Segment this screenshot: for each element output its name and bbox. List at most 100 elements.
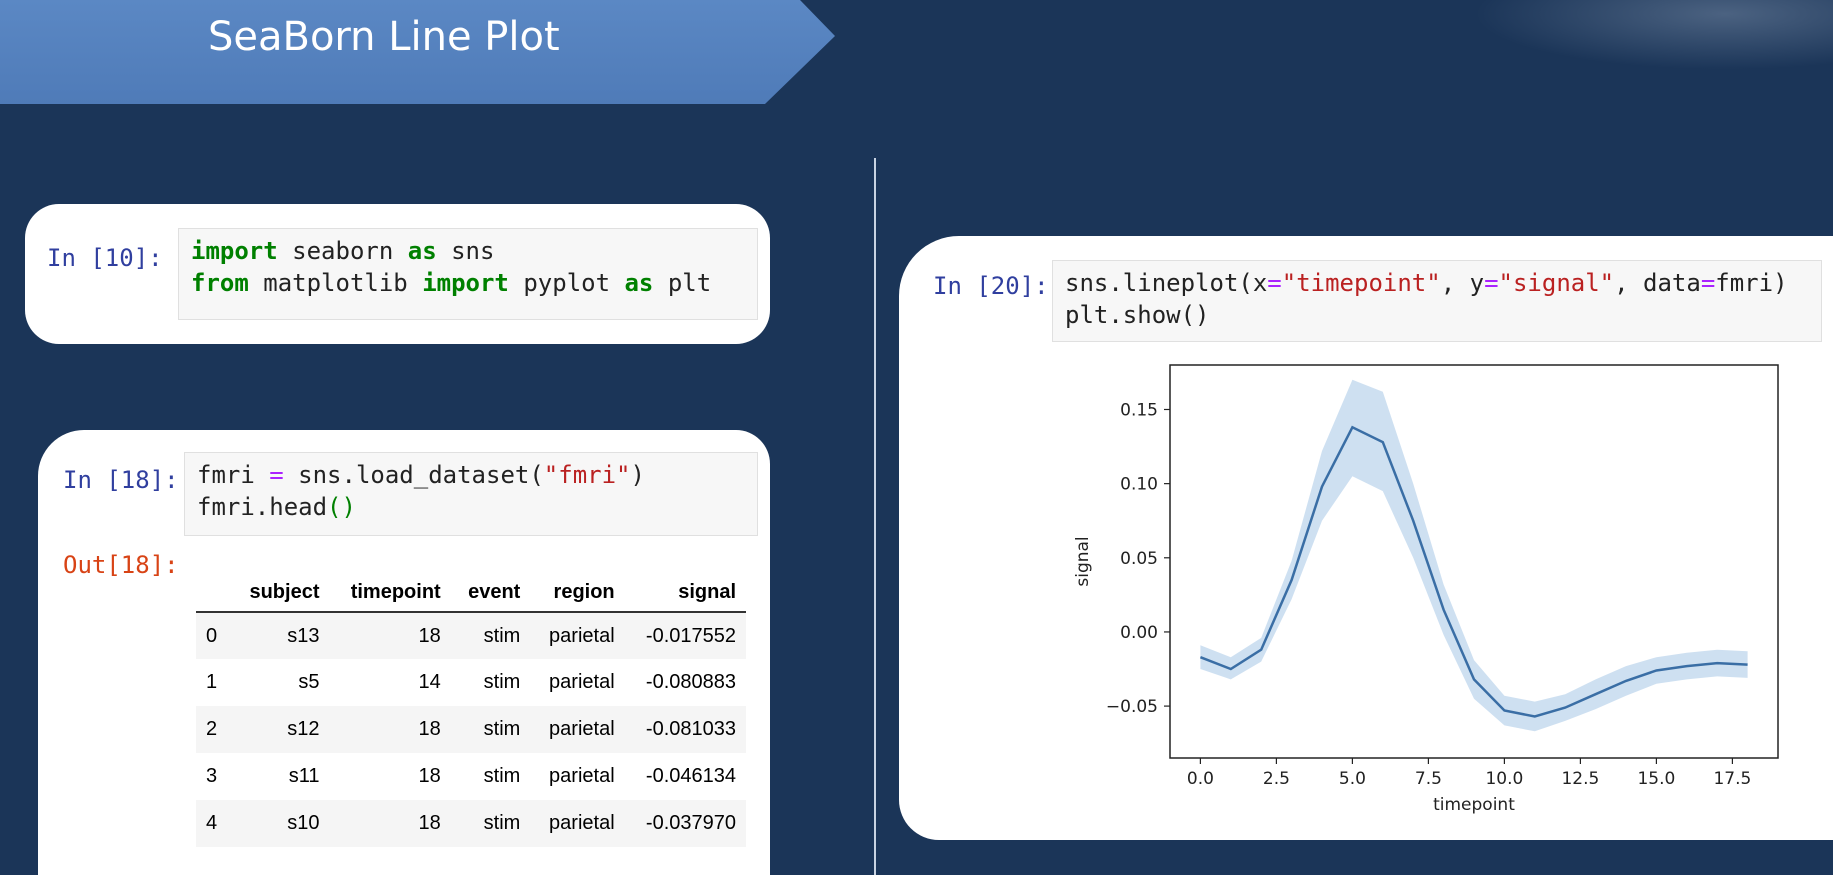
- slide-title: SeaBorn Line Plot: [208, 14, 560, 60]
- table-cell: -0.081033: [645, 718, 736, 740]
- table-row: 2 s12 18 stim parietal -0.081033: [196, 706, 746, 753]
- x-tick-label: 10.0: [1485, 769, 1523, 789]
- table-cell: s11: [288, 765, 320, 787]
- y-tick-label: 0.05: [1120, 549, 1158, 569]
- table-cell: stim: [483, 765, 521, 787]
- cell18-line1: fmri = sns.load_dataset("fmri"): [197, 459, 745, 491]
- code-text: , y: [1440, 269, 1485, 297]
- table-row: 4 s10 18 stim parietal -0.037970: [196, 800, 746, 847]
- code-text: matplotlib: [248, 269, 423, 297]
- table-cell: stim: [483, 671, 521, 693]
- code-text: ): [630, 461, 645, 489]
- kw-as: as: [407, 237, 437, 265]
- cell18-input[interactable]: fmri = sns.load_dataset("fmri") fmri.hea…: [184, 452, 758, 536]
- table-header-row: subject timepoint event region signal: [196, 574, 746, 612]
- signal-line: [1199, 425, 1748, 718]
- table-cell: 18: [418, 624, 441, 647]
- confidence-band: [1200, 379, 1748, 732]
- code-paren: (): [327, 493, 356, 521]
- table-cell: s10: [287, 812, 320, 834]
- cell10-in-prompt: In [10]:: [47, 244, 163, 272]
- table-cell: 18: [418, 718, 441, 740]
- column-header: timepoint: [350, 581, 441, 603]
- code-text: pyplot: [508, 269, 625, 297]
- table-cell: parietal: [549, 718, 615, 740]
- column-header: region: [553, 581, 615, 603]
- table-cell: s5: [298, 671, 320, 693]
- table-cell: 0: [206, 624, 218, 647]
- x-tick-label: 7.5: [1415, 769, 1442, 789]
- table-cell: -0.080883: [645, 671, 736, 693]
- column-header: event: [468, 581, 521, 603]
- y-tick-label: 0.00: [1120, 623, 1158, 643]
- table-row: 0 s13 18 stim parietal -0.017552: [196, 612, 746, 659]
- cell18-out-prompt: Out[18]:: [63, 551, 179, 579]
- cell20-in-prompt: In [20]:: [933, 272, 1049, 300]
- table-cell: -0.046134: [645, 765, 736, 787]
- table-cell: s13: [287, 624, 320, 647]
- table-cell: 3: [206, 765, 218, 787]
- table-cell: parietal: [549, 671, 615, 693]
- code-operator: =: [1700, 269, 1716, 297]
- cell10-line2: from matplotlib import pyplot as plt: [191, 267, 745, 299]
- table-cell: 2: [206, 718, 218, 740]
- code-operator: =: [1484, 269, 1499, 297]
- table-cell: stim: [483, 718, 521, 740]
- y-tick-label: −0.05: [1106, 697, 1158, 717]
- table-cell: -0.037970: [645, 812, 736, 834]
- cell20-input[interactable]: sns.lineplot(x="timepoint", y="signal", …: [1052, 260, 1822, 342]
- code-text: fmri): [1715, 269, 1788, 297]
- table-row: 3 s11 18 stim parietal -0.046134: [196, 753, 746, 800]
- code-operator: =: [269, 461, 284, 489]
- code-text: fmri: [197, 461, 270, 489]
- x-axis-label: timepoint: [1433, 795, 1515, 815]
- x-tick-label: 0.0: [1187, 769, 1214, 789]
- code-text: , data: [1614, 269, 1701, 297]
- x-tick-label: 15.0: [1637, 769, 1675, 789]
- column-header: signal: [678, 581, 736, 603]
- table-cell: stim: [483, 812, 521, 834]
- table-cell: s12: [287, 718, 320, 740]
- vertical-divider: [874, 158, 876, 875]
- x-tick-label: 2.5: [1263, 769, 1290, 789]
- lineplot-chart: 0.0 2.5 5.0 7.5 10.0 12.5 15.0 17.5 −0.05 0.00 0.0…: [1073, 364, 1779, 815]
- code-text: fmri.head: [197, 493, 328, 521]
- table-cell: parietal: [549, 624, 615, 647]
- table-row: 1 s5 14 stim parietal -0.080883: [196, 659, 746, 706]
- table-cell: 1: [206, 671, 218, 693]
- kw-as: as: [624, 269, 654, 297]
- code-text: seaborn: [277, 237, 408, 265]
- cell18-line2: fmri.head(): [197, 491, 745, 523]
- code-operator: =: [1267, 269, 1282, 297]
- y-tick-label: 0.15: [1120, 400, 1158, 420]
- code-text: sns: [436, 237, 495, 265]
- table-cell: -0.017552: [645, 624, 736, 647]
- code-text: plt: [653, 269, 712, 297]
- code-text: sns.lineplot(x: [1065, 269, 1268, 297]
- x-tick-label: 12.5: [1561, 769, 1599, 789]
- kw-import: import: [422, 269, 509, 297]
- table-cell: parietal: [549, 812, 615, 834]
- column-header: [196, 574, 230, 612]
- cell10-input[interactable]: import seaborn as sns from matplotlib im…: [178, 228, 758, 320]
- x-tick-label: 5.0: [1339, 769, 1366, 789]
- y-tick-label: 0.10: [1120, 475, 1158, 495]
- code-string: "signal": [1498, 269, 1615, 297]
- x-tick-label: 17.5: [1713, 769, 1751, 789]
- kw-import: import: [191, 237, 278, 265]
- cell20-line1: sns.lineplot(x="timepoint", y="signal", …: [1065, 267, 1809, 299]
- code-string: "timepoint": [1281, 269, 1441, 297]
- dataframe-table: subject timepoint event region signal 0 …: [196, 574, 746, 847]
- code-text: sns.load_dataset(: [283, 461, 544, 489]
- code-string: "fmri": [543, 461, 631, 489]
- table-cell: 18: [418, 812, 441, 834]
- plot-area-frame: [1169, 364, 1779, 759]
- background-glow: [1473, 0, 1833, 70]
- y-axis-label: signal: [1073, 536, 1093, 586]
- kw-from: from: [191, 269, 249, 297]
- title-banner: [0, 0, 835, 104]
- cell20-line2: plt.show(): [1065, 301, 1210, 329]
- table-cell: stim: [483, 624, 521, 647]
- table-cell: parietal: [549, 765, 615, 787]
- cell10-line1: import seaborn as sns: [191, 235, 745, 267]
